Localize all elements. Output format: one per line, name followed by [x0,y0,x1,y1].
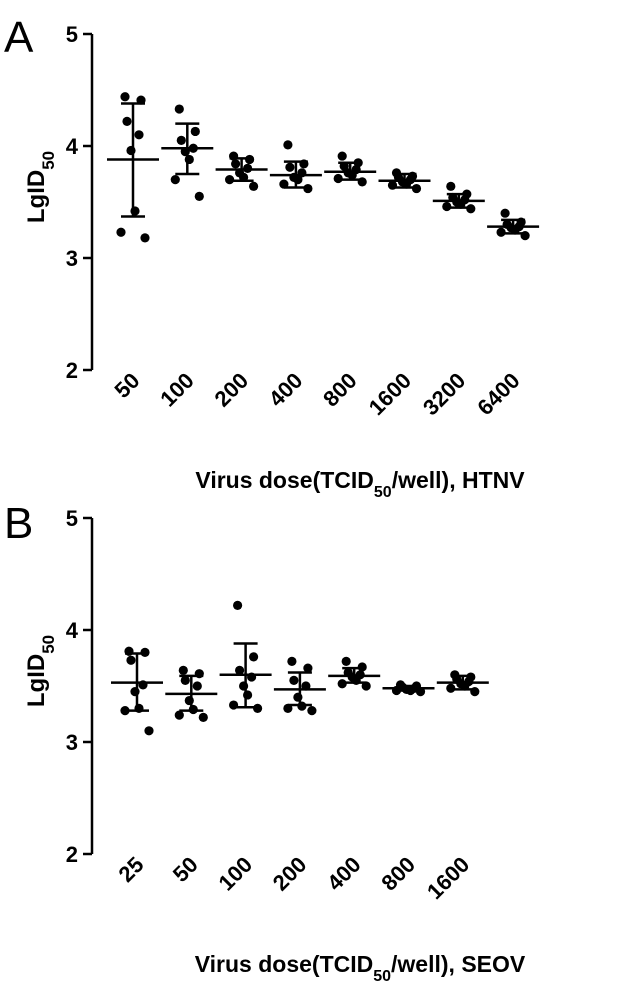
panel-b-data-point [289,675,299,686]
panel-a-data-point [140,233,150,243]
panel-a-xtick-label: 200 [209,368,253,412]
panel-b-data-point [341,656,351,666]
panel-a-data-point [194,191,204,201]
panel-a-data-point [170,175,180,185]
panel-a-data-point [285,162,295,172]
panel-a-data-point [122,116,132,126]
panel-b-xtick-label: 50 [168,852,203,887]
panel-a-data-point [500,208,510,218]
panel-b-data-point [180,675,190,686]
panel-a-xtick-label: 6400 [472,368,524,420]
panel-a-data-point [176,135,186,145]
panel-a-ytick-label: 5 [66,22,78,47]
panel-a-xtick-label: 1600 [364,368,416,420]
panel-b-ytick-label: 5 [66,506,78,531]
panel-b-data-point [178,665,188,675]
panel-a-data-point [174,104,184,114]
panel-a-xtick-label: 100 [155,368,199,412]
panel-b-data-point [287,656,297,666]
panel-a-letter: A [4,13,34,62]
panel-a-data-point [249,181,259,191]
panel-a-ytick-label: 4 [66,134,79,159]
panel-b-xtick-label: 1600 [422,852,474,904]
panel-b-data-point [303,663,313,673]
panel-b-letter: B [4,499,33,548]
panel-a-xtick-label: 3200 [418,368,470,420]
panel-b-data-point [144,726,154,736]
panel-b-ytick-label: 3 [66,730,78,755]
panel-a-data-point [231,159,241,169]
panel-a-x-axis-label: Virus dose(TCID50/well), HTNV [195,467,525,501]
panel-b-xtick-label: 400 [322,852,366,896]
panel-b-xtick-label: 800 [376,852,420,896]
panel-a: A 2 3 4 5 LgID50 50 100 200 400 800 1600 3200 6400 Vir… [4,13,540,501]
panel-b-data-point [235,665,245,675]
panel-b-ytick-label: 2 [66,842,78,867]
panel-b-data-point [233,600,243,610]
panel-b-data-point [126,655,136,665]
panel-b-data-point [192,681,202,691]
panel-a-y-axis-label: LgID50 [23,151,58,223]
panel-a-xtick-label: 800 [318,368,362,412]
panel-b-data-point [249,652,259,662]
panel-b-xtick-label: 25 [114,852,149,887]
panel-a-data-point [190,126,200,137]
panel-a-xtick-label: 400 [264,368,308,412]
panel-b-data-point [198,712,208,722]
panel-b: B 2 3 4 5 LgID50 25 50 100 200 400 800 1600 Virus dos… [4,499,526,984]
panel-a-data-point [446,181,456,191]
panel-b-y-axis-label: LgID50 [23,635,58,707]
panel-a-data-point [283,140,293,150]
panel-a-data-point [337,151,347,161]
panel-b-xtick-label: 200 [268,852,312,896]
panel-a-data-point [134,130,144,140]
panel-a-xtick-label: 50 [110,368,145,403]
panel-a-data-point [116,227,126,237]
panel-b-data-point [307,706,317,716]
panel-a-ytick-label: 3 [66,246,78,271]
panel-a-ytick-label: 2 [66,358,78,383]
panel-b-data-point [174,710,184,720]
panel-a-data-point [120,92,130,102]
panel-b-ytick-label: 4 [66,618,79,643]
panel-b-x-axis-label: Virus dose(TCID50/well), SEOV [195,951,526,984]
panel-b-xtick-label: 100 [213,852,257,896]
